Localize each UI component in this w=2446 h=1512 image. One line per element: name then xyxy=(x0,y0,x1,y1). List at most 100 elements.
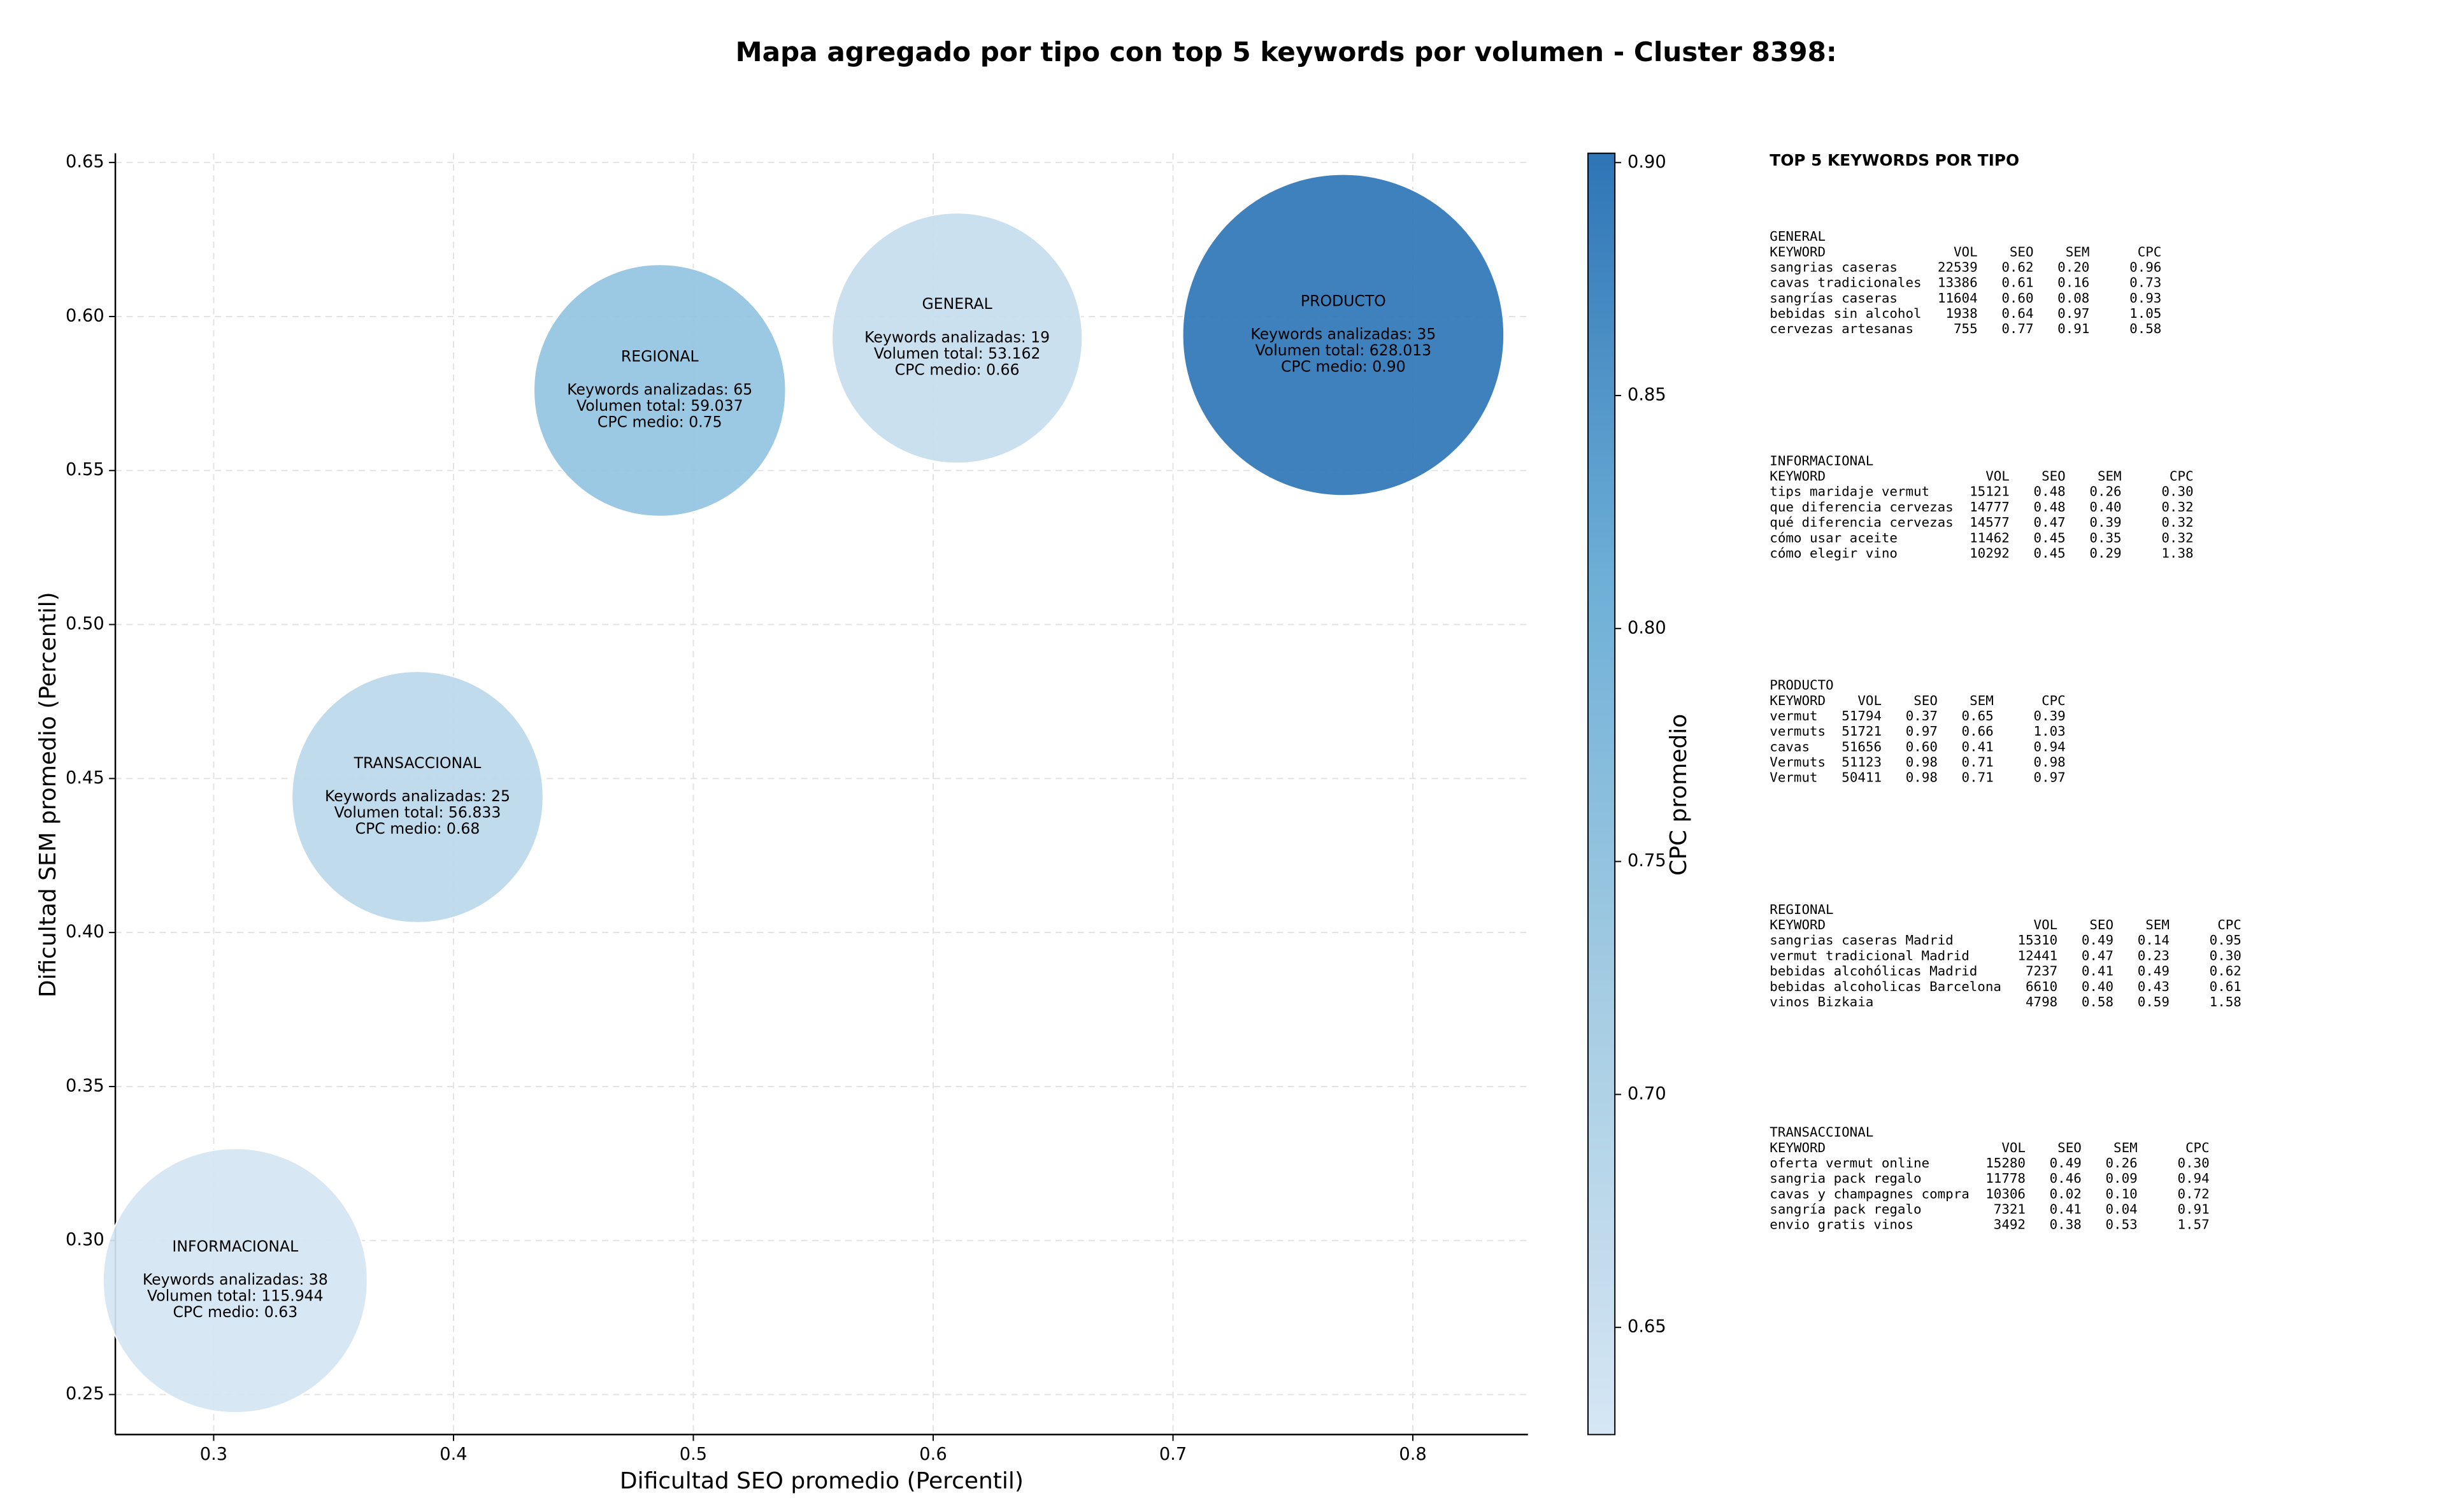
table-cell: 0.32 xyxy=(2161,515,2193,530)
table-header: CPC xyxy=(2138,244,2162,259)
bubble-label: GENERAL xyxy=(922,295,992,313)
table-header: CPC xyxy=(2185,1140,2210,1155)
table-cell: 1.58 xyxy=(2210,994,2242,1009)
table-cell: cavas tradicionales xyxy=(1770,275,1921,290)
table-cell: 0.47 xyxy=(2082,948,2113,963)
table-cell: 4798 xyxy=(2026,994,2057,1009)
table-cell: 0.72 xyxy=(2177,1186,2209,1201)
table-cell: 11778 xyxy=(1985,1171,2026,1186)
table-cell: 0.96 xyxy=(2129,259,2161,275)
table-cell: 0.94 xyxy=(2034,739,2066,754)
table-header: SEM xyxy=(2113,1140,2138,1155)
y-tick-label: 0.35 xyxy=(66,1076,104,1095)
bubble-label: INFORMACIONAL xyxy=(172,1237,298,1255)
y-axis-label: Dificultad SEM promedio (Percentil) xyxy=(35,592,61,997)
table-cell: 0.98 xyxy=(1906,770,1938,785)
table-cell: 3492 xyxy=(1994,1217,2026,1232)
table-cell: 0.61 xyxy=(2210,979,2242,994)
table-header: VOL xyxy=(1857,693,1882,708)
table-cell: 0.98 xyxy=(2034,755,2066,770)
table-header: CPC xyxy=(2170,469,2194,484)
x-tick-label: 0.4 xyxy=(440,1444,467,1464)
table-header: SEO xyxy=(2010,244,2034,259)
table-cell: 7321 xyxy=(1994,1202,2026,1217)
table-cell: sangría pack regalo xyxy=(1770,1202,1921,1217)
table-cell: 15310 xyxy=(2017,932,2057,948)
table-cell: 1938 xyxy=(1945,306,1977,321)
y-tick-label: 0.30 xyxy=(66,1230,104,1250)
table-cell: sangrias caseras xyxy=(1770,259,1898,275)
table-header: KEYWORD xyxy=(1770,469,1826,484)
table-cell: 14577 xyxy=(1970,515,2010,530)
bubble-label: PRODUCTO xyxy=(1301,292,1386,310)
table-cell: 0.10 xyxy=(2106,1186,2138,1201)
bubble-note: CPC medio: 0.63 xyxy=(173,1303,297,1321)
table-cell: 0.09 xyxy=(2106,1171,2138,1186)
table-header: CPC xyxy=(2217,917,2242,932)
table-cell: 0.66 xyxy=(1962,724,1994,739)
table-cell: 0.91 xyxy=(2057,321,2089,336)
bubble xyxy=(102,1148,368,1414)
table-cell: 0.23 xyxy=(2138,948,2170,963)
bubble-label: TRANSACCIONAL xyxy=(354,754,482,772)
y-tick-label: 0.50 xyxy=(66,614,104,634)
table-cell: 0.32 xyxy=(2161,499,2193,515)
table-cell: 0.60 xyxy=(1906,739,1938,754)
section-title: INFORMACIONAL xyxy=(1770,453,1873,468)
table-cell: 0.41 xyxy=(1962,739,1994,754)
table-cell: 0.14 xyxy=(2138,932,2170,948)
table-cell: 51123 xyxy=(1842,755,1882,770)
table-cell: cavas y champagnes compra xyxy=(1770,1186,1969,1201)
bubble-note: Keywords analizadas: 38 xyxy=(143,1271,328,1288)
table-cell: 0.58 xyxy=(2082,994,2113,1009)
colorbar-tick-label: 0.65 xyxy=(1627,1317,1666,1337)
table-cell: 0.45 xyxy=(2034,530,2066,545)
table-cell: 755 xyxy=(1954,321,1978,336)
table-cell: 0.91 xyxy=(2177,1202,2209,1217)
colorbar-tick-label: 0.90 xyxy=(1627,152,1666,172)
table-cell: 6610 xyxy=(2026,979,2057,994)
bubble-note: Keywords analizadas: 19 xyxy=(864,328,1050,346)
colorbar-label: CPC promedio xyxy=(1666,714,1692,876)
table-cell: vermuts xyxy=(1770,724,1826,739)
section-title: GENERAL xyxy=(1770,229,1826,244)
table-cell: qué diferencia cervezas xyxy=(1770,515,1953,530)
table-header: VOL xyxy=(2001,1140,2026,1155)
x-tick-label: 0.5 xyxy=(680,1444,707,1464)
colorbar-tick-label: 0.85 xyxy=(1627,385,1666,405)
table-cell: 0.39 xyxy=(2034,708,2066,724)
table-header: KEYWORD xyxy=(1770,693,1826,708)
table-cell: 0.46 xyxy=(2050,1171,2082,1186)
table-cell: 0.04 xyxy=(2106,1202,2138,1217)
bubble-note: Volumen total: 53.162 xyxy=(874,345,1041,362)
table-cell: vermut xyxy=(1770,708,1817,724)
table-header: KEYWORD xyxy=(1770,244,1826,259)
y-tick-label: 0.55 xyxy=(66,460,104,480)
table-cell: 1.57 xyxy=(2177,1217,2209,1232)
colorbar xyxy=(1587,152,1616,1436)
table-cell: 0.71 xyxy=(1962,755,1994,770)
table-cell: 0.77 xyxy=(2001,321,2033,336)
table-cell: 0.41 xyxy=(2050,1202,2082,1217)
table-cell: oferta vermut online xyxy=(1770,1155,1929,1171)
table-cell: que diferencia cervezas xyxy=(1770,499,1953,515)
x-tick-label: 0.6 xyxy=(919,1444,947,1464)
table-cell: bebidas sin alcohol xyxy=(1770,306,1921,321)
table-cell: 0.53 xyxy=(2106,1217,2138,1232)
bubble-note: CPC medio: 0.75 xyxy=(597,413,722,431)
table-cell: 51656 xyxy=(1842,739,1882,754)
bubble xyxy=(533,264,787,517)
table-cell: 0.37 xyxy=(1906,708,1938,724)
table-cell: 0.26 xyxy=(2106,1155,2138,1171)
table-cell: 15280 xyxy=(1985,1155,2026,1171)
y-tick-label: 0.65 xyxy=(66,152,104,172)
table-cell: sangrías caseras xyxy=(1770,290,1898,306)
table-cell: 0.40 xyxy=(2082,979,2113,994)
x-axis-label: Dificultad SEO promedio (Percentil) xyxy=(620,1468,1024,1494)
table-cell: 14777 xyxy=(1970,499,2010,515)
table-cell: 0.62 xyxy=(2001,259,2033,275)
table-cell: cervezas artesanas xyxy=(1770,321,1913,336)
bubble-note: CPC medio: 0.66 xyxy=(895,360,1020,378)
table-cell: 11604 xyxy=(1938,290,1978,306)
